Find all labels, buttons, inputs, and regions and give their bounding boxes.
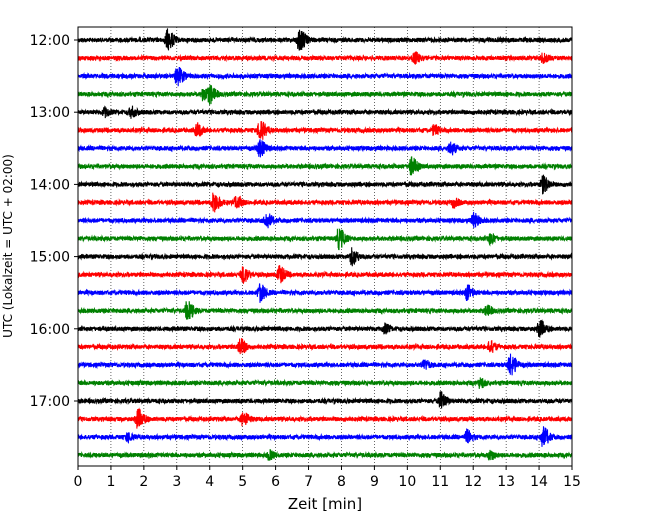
trace-1300: [77, 105, 573, 119]
x-tick-label: 4: [205, 474, 214, 490]
trace-1500: [77, 247, 573, 267]
trace-1415: [77, 192, 573, 213]
trace-1315: [77, 120, 573, 140]
x-tick-label: 11: [431, 474, 449, 490]
trace-1330: [77, 139, 573, 158]
x-axis-ticks: 0 1 2 3 4 5 6 7 8 9 10 11 12 13 14 15: [74, 466, 581, 490]
x-tick-label: 13: [497, 474, 515, 490]
x-tick-label: 9: [370, 474, 379, 490]
x-tick-label: 10: [398, 474, 416, 490]
y-tick-label: 17:00: [30, 394, 70, 410]
trace-1400: [77, 174, 573, 195]
y-tick-label: 12:00: [30, 33, 70, 49]
trace-1530: [77, 283, 573, 303]
trace-1430: [77, 211, 573, 229]
plot-frame: [77, 26, 573, 467]
x-tick-label: 5: [238, 474, 247, 490]
y-tick-label: 14:00: [30, 177, 70, 193]
x-tick-label: 7: [304, 474, 313, 490]
trace-1230: [77, 66, 573, 87]
trace-1745: [77, 449, 573, 461]
trace-1245: [77, 84, 573, 105]
y-axis-ticks: 12:00 13:00 14:00 15:00 16:00 17:00: [30, 33, 78, 410]
trace-1730: [77, 426, 573, 447]
y-tick-label: 15:00: [30, 250, 70, 266]
x-tick-label: 12: [464, 474, 482, 490]
trace-1515: [77, 265, 573, 284]
x-tick-label: 8: [337, 474, 346, 490]
x-tick-label: 15: [563, 474, 581, 490]
trace-1445: [77, 228, 573, 251]
trace-1200: [77, 28, 573, 51]
trace-1700: [77, 391, 573, 409]
x-tick-label: 6: [271, 474, 280, 490]
x-tick-label: 1: [106, 474, 115, 490]
trace-1630: [77, 353, 573, 376]
y-tick-label: 16:00: [30, 322, 70, 338]
trace-1645: [77, 377, 573, 389]
traces: [77, 28, 573, 461]
trace-1600: [77, 319, 573, 338]
trace-1715: [77, 407, 573, 429]
x-tick-label: 2: [139, 474, 148, 490]
x-tick-label: 3: [172, 474, 181, 490]
trace-1615: [77, 337, 573, 355]
x-tick-label: 0: [74, 474, 83, 490]
y-axis-label: UTC (Lokalzeit = UTC + 02:00): [1, 154, 15, 338]
trace-1215: [77, 51, 573, 65]
y-tick-label: 13:00: [30, 105, 70, 121]
trace-1545: [77, 301, 573, 320]
trace-1345: [77, 156, 573, 176]
x-tick-label: 14: [530, 474, 548, 490]
x-axis-label: Zeit [min]: [288, 495, 362, 513]
